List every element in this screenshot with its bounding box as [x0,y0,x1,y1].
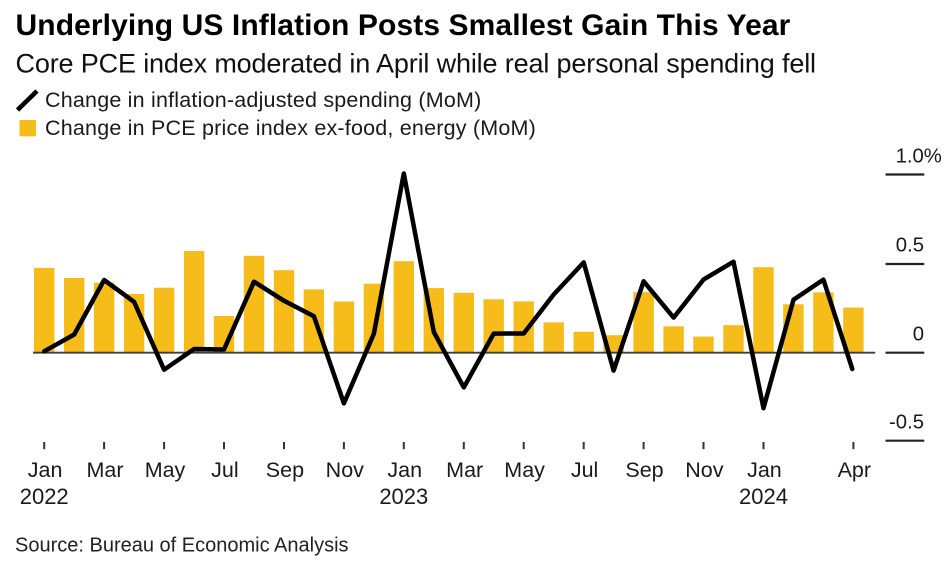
svg-text:Mar: Mar [86,458,123,482]
svg-text:Jul: Jul [571,458,598,482]
svg-text:Underlying US Inflation Posts: Underlying US Inflation Posts Smallest G… [16,9,791,42]
svg-text:-0.5: -0.5 [889,412,924,434]
svg-text:2023: 2023 [379,484,428,509]
svg-text:1.0%: 1.0% [896,145,942,167]
svg-text:0.5: 0.5 [896,235,924,257]
svg-text:Source: Bureau of Economic Ana: Source: Bureau of Economic Analysis [15,535,349,557]
svg-text:Nov: Nov [326,458,364,482]
svg-text:2024: 2024 [739,484,788,509]
svg-text:Core PCE index moderated in Ap: Core PCE index moderated in April while … [16,48,816,78]
svg-text:Jul: Jul [211,458,238,482]
svg-text:Sep: Sep [266,458,304,482]
svg-text:Change in inflation-adjusted s: Change in inflation-adjusted spending (M… [45,88,481,112]
svg-text:Sep: Sep [625,458,663,482]
svg-text:Nov: Nov [685,458,723,482]
svg-text:Jan: Jan [387,458,422,482]
svg-text:2022: 2022 [20,484,69,509]
svg-text:Jan: Jan [28,458,63,482]
svg-text:Change in PCE price index ex-f: Change in PCE price index ex-food, energ… [45,116,536,140]
svg-text:May: May [145,458,186,482]
svg-text:0: 0 [913,324,924,346]
svg-text:Apr: Apr [838,458,871,482]
svg-text:May: May [504,458,545,482]
svg-text:Jan: Jan [747,458,782,482]
svg-text:Mar: Mar [446,458,483,482]
